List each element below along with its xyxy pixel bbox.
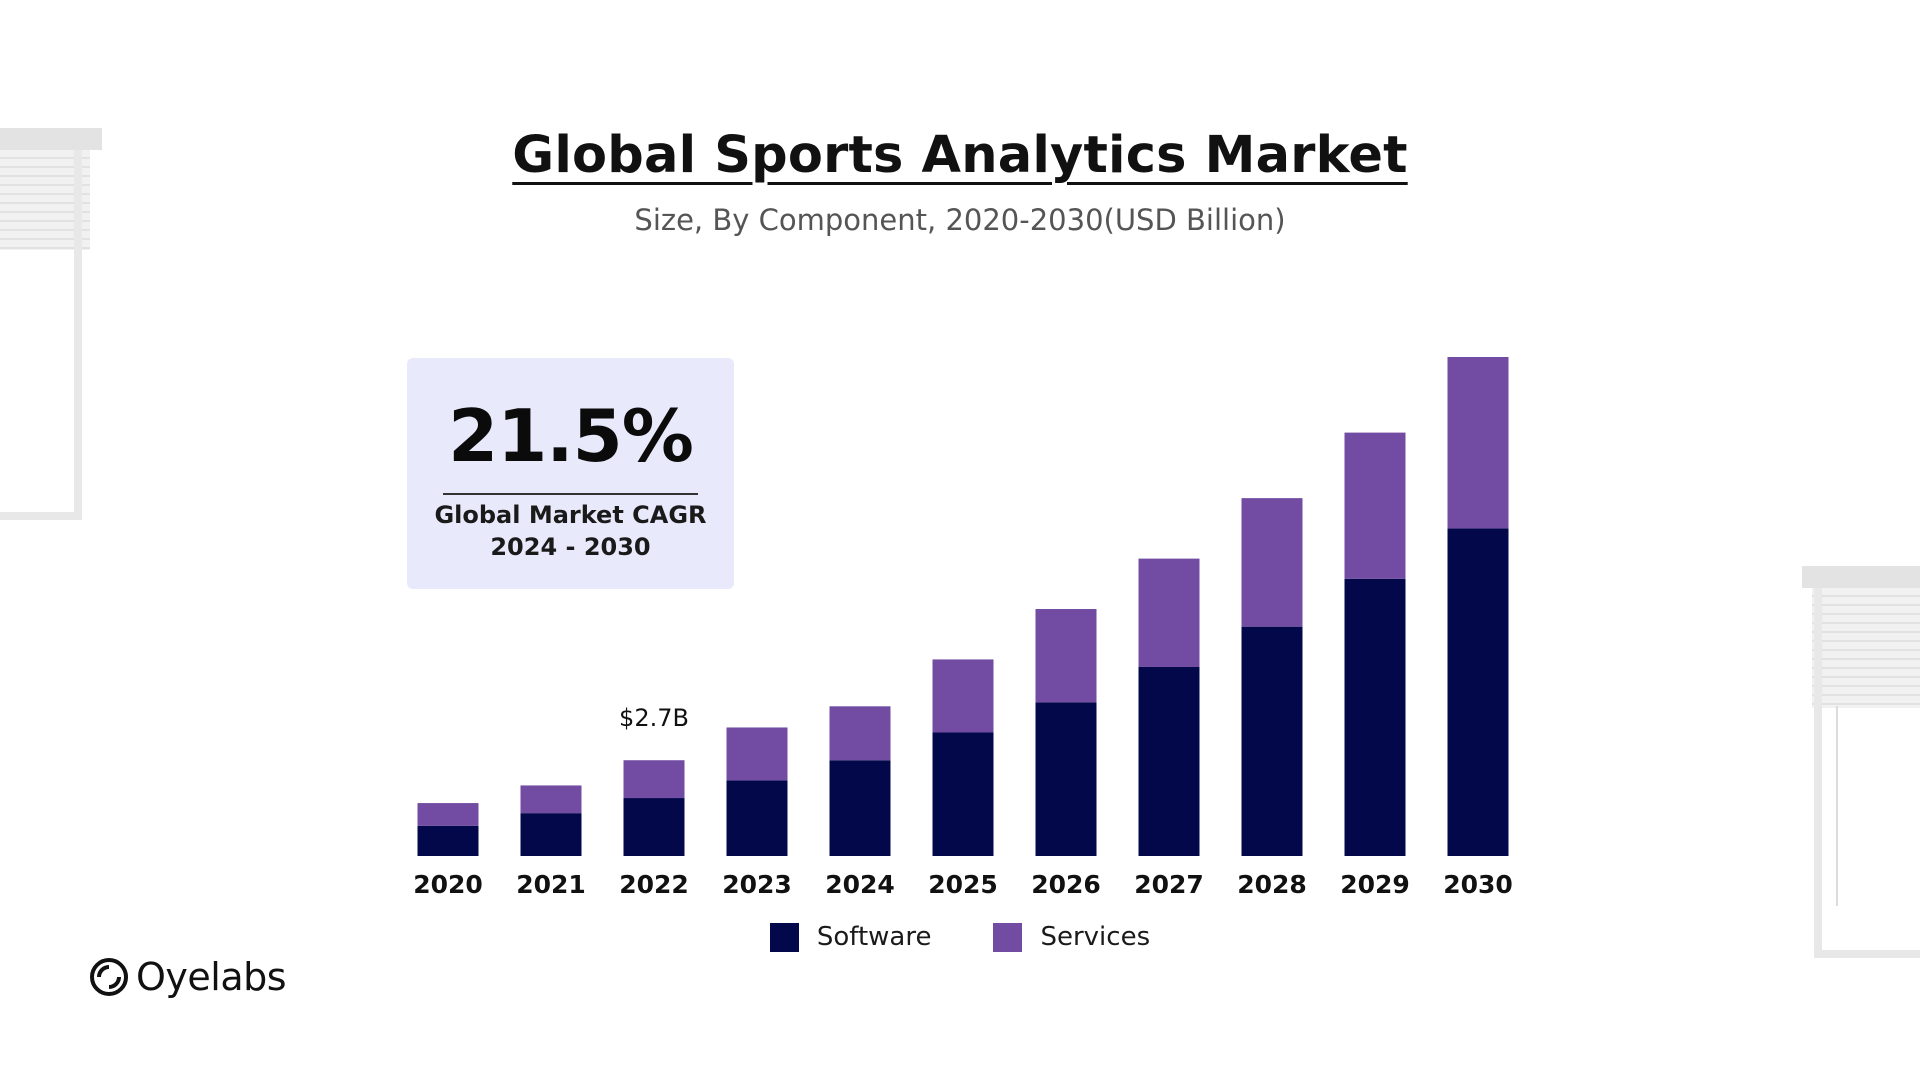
bar-services-2029 — [1344, 432, 1406, 579]
x-tick-label-2024: 2024 — [825, 870, 895, 899]
legend-item-software: Software — [769, 922, 932, 952]
bar-software-2029 — [1344, 578, 1406, 856]
x-tick-label-2021: 2021 — [516, 870, 586, 899]
bar-software-2022 — [623, 798, 685, 856]
x-tick-label-2020: 2020 — [413, 870, 483, 899]
x-tick-label-2025: 2025 — [928, 870, 998, 899]
brand-name: Oyelabs — [136, 955, 287, 999]
cagr-period: 2024 - 2030 — [490, 533, 651, 561]
cagr-divider — [443, 493, 698, 495]
oyelabs-logo-icon — [90, 958, 128, 996]
bar-software-2025 — [932, 732, 994, 856]
cagr-callout: 21.5% Global Market CAGR 2024 - 2030 — [407, 358, 734, 589]
bar-software-2021 — [520, 813, 582, 856]
legend-item-services: Services — [993, 922, 1150, 952]
chart-title: Global Sports Analytics Market — [512, 126, 1408, 185]
legend-swatch-software — [769, 922, 799, 952]
bar-software-2028 — [1241, 626, 1303, 856]
x-tick-label-2028: 2028 — [1237, 870, 1307, 899]
bar-software-2030 — [1447, 528, 1509, 856]
chart-legend: Software Services — [0, 922, 1920, 952]
bar-services-2026 — [1035, 609, 1097, 703]
x-tick-label-2029: 2029 — [1340, 870, 1410, 899]
bar-services-2020 — [417, 803, 479, 826]
bar-services-2023 — [726, 727, 788, 781]
decor-window-right — [1802, 566, 1920, 958]
bar-services-2022 — [623, 760, 685, 799]
chart-subtitle: Size, By Component, 2020-2030(USD Billio… — [634, 203, 1286, 237]
bar-services-2028 — [1241, 498, 1303, 627]
bar-services-2027 — [1138, 558, 1200, 667]
bar-services-2021 — [520, 785, 582, 814]
bar-software-2023 — [726, 780, 788, 856]
bar-services-2025 — [932, 659, 994, 733]
cagr-label: Global Market CAGR — [434, 501, 707, 529]
brand-logo: Oyelabs — [88, 955, 287, 999]
legend-swatch-services — [993, 922, 1023, 952]
x-tick-label-2030: 2030 — [1443, 870, 1513, 899]
bar-software-2027 — [1138, 666, 1200, 856]
x-tick-label-2022: 2022 — [619, 870, 689, 899]
x-tick-label-2027: 2027 — [1134, 870, 1204, 899]
legend-label-software: Software — [816, 922, 932, 952]
bar-services-2030 — [1447, 357, 1509, 529]
x-tick-label-2023: 2023 — [722, 870, 792, 899]
cagr-value: 21.5% — [448, 394, 694, 478]
bar-software-2026 — [1035, 702, 1097, 856]
decor-window-left — [0, 128, 102, 520]
data-label-2022: $2.7B — [619, 704, 689, 732]
bar-services-2024 — [829, 706, 891, 761]
legend-label-services: Services — [1040, 922, 1151, 952]
bar-software-2020 — [417, 825, 479, 856]
x-tick-label-2026: 2026 — [1031, 870, 1101, 899]
bar-software-2024 — [829, 760, 891, 856]
